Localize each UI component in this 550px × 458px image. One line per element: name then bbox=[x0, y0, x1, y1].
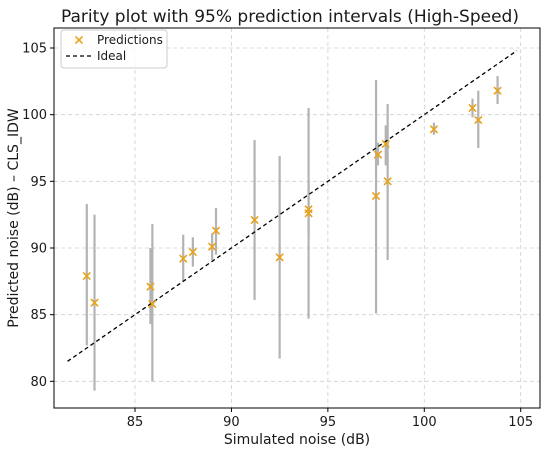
axis-ticks: 85 90 95 100 105 80 85 90 95 100 105 bbox=[22, 42, 533, 431]
prediction-point bbox=[188, 247, 198, 257]
x-tick-label: 105 bbox=[508, 415, 533, 430]
x-tick-label: 85 bbox=[127, 415, 144, 430]
legend-predictions-label: Predictions bbox=[97, 33, 163, 47]
legend-box bbox=[60, 29, 168, 69]
prediction-point bbox=[90, 298, 99, 307]
prediction-point bbox=[493, 86, 502, 95]
y-tick-label: 90 bbox=[30, 242, 47, 257]
prediction-point bbox=[429, 125, 439, 134]
prediction-point bbox=[250, 215, 259, 225]
prediction-point bbox=[146, 282, 155, 291]
prediction-point bbox=[304, 209, 313, 218]
chart-title: Parity plot with 95% prediction interval… bbox=[61, 7, 519, 27]
prediction-point bbox=[275, 253, 284, 262]
prediction-point bbox=[474, 115, 483, 125]
prediction-point bbox=[211, 226, 221, 235]
x-tick-label: 100 bbox=[412, 415, 437, 430]
prediction-point bbox=[381, 139, 390, 149]
legend-ideal-label: Ideal bbox=[97, 49, 126, 63]
prediction-points bbox=[82, 86, 502, 309]
legend: Predictions Ideal bbox=[60, 29, 168, 69]
legend-predictions-marker bbox=[74, 35, 84, 45]
ideal-line-layer bbox=[67, 50, 518, 362]
prediction-point bbox=[82, 271, 91, 281]
prediction-point bbox=[371, 191, 381, 201]
prediction-intervals bbox=[85, 76, 499, 391]
y-tick-label: 80 bbox=[30, 375, 47, 390]
prediction-point bbox=[373, 150, 383, 159]
y-tick-label: 95 bbox=[30, 175, 47, 190]
prediction-point bbox=[468, 103, 477, 113]
y-tick-label: 100 bbox=[22, 108, 47, 123]
y-axis-label: Predicted noise (dB) – CLS_IDW bbox=[6, 108, 22, 328]
ideal-line bbox=[67, 50, 518, 362]
y-tick-label: 105 bbox=[22, 42, 47, 57]
y-tick-label: 85 bbox=[30, 308, 47, 323]
x-axis-label: Simulated noise (dB) bbox=[224, 432, 370, 448]
prediction-point bbox=[207, 242, 217, 251]
x-tick-label: 95 bbox=[320, 415, 337, 430]
legend-x-glyph bbox=[74, 35, 84, 45]
prediction-point bbox=[179, 254, 188, 263]
prediction-point bbox=[383, 177, 392, 186]
plot-frame bbox=[53, 27, 541, 409]
x-tick-label: 90 bbox=[223, 415, 240, 430]
prediction-point bbox=[148, 299, 157, 309]
